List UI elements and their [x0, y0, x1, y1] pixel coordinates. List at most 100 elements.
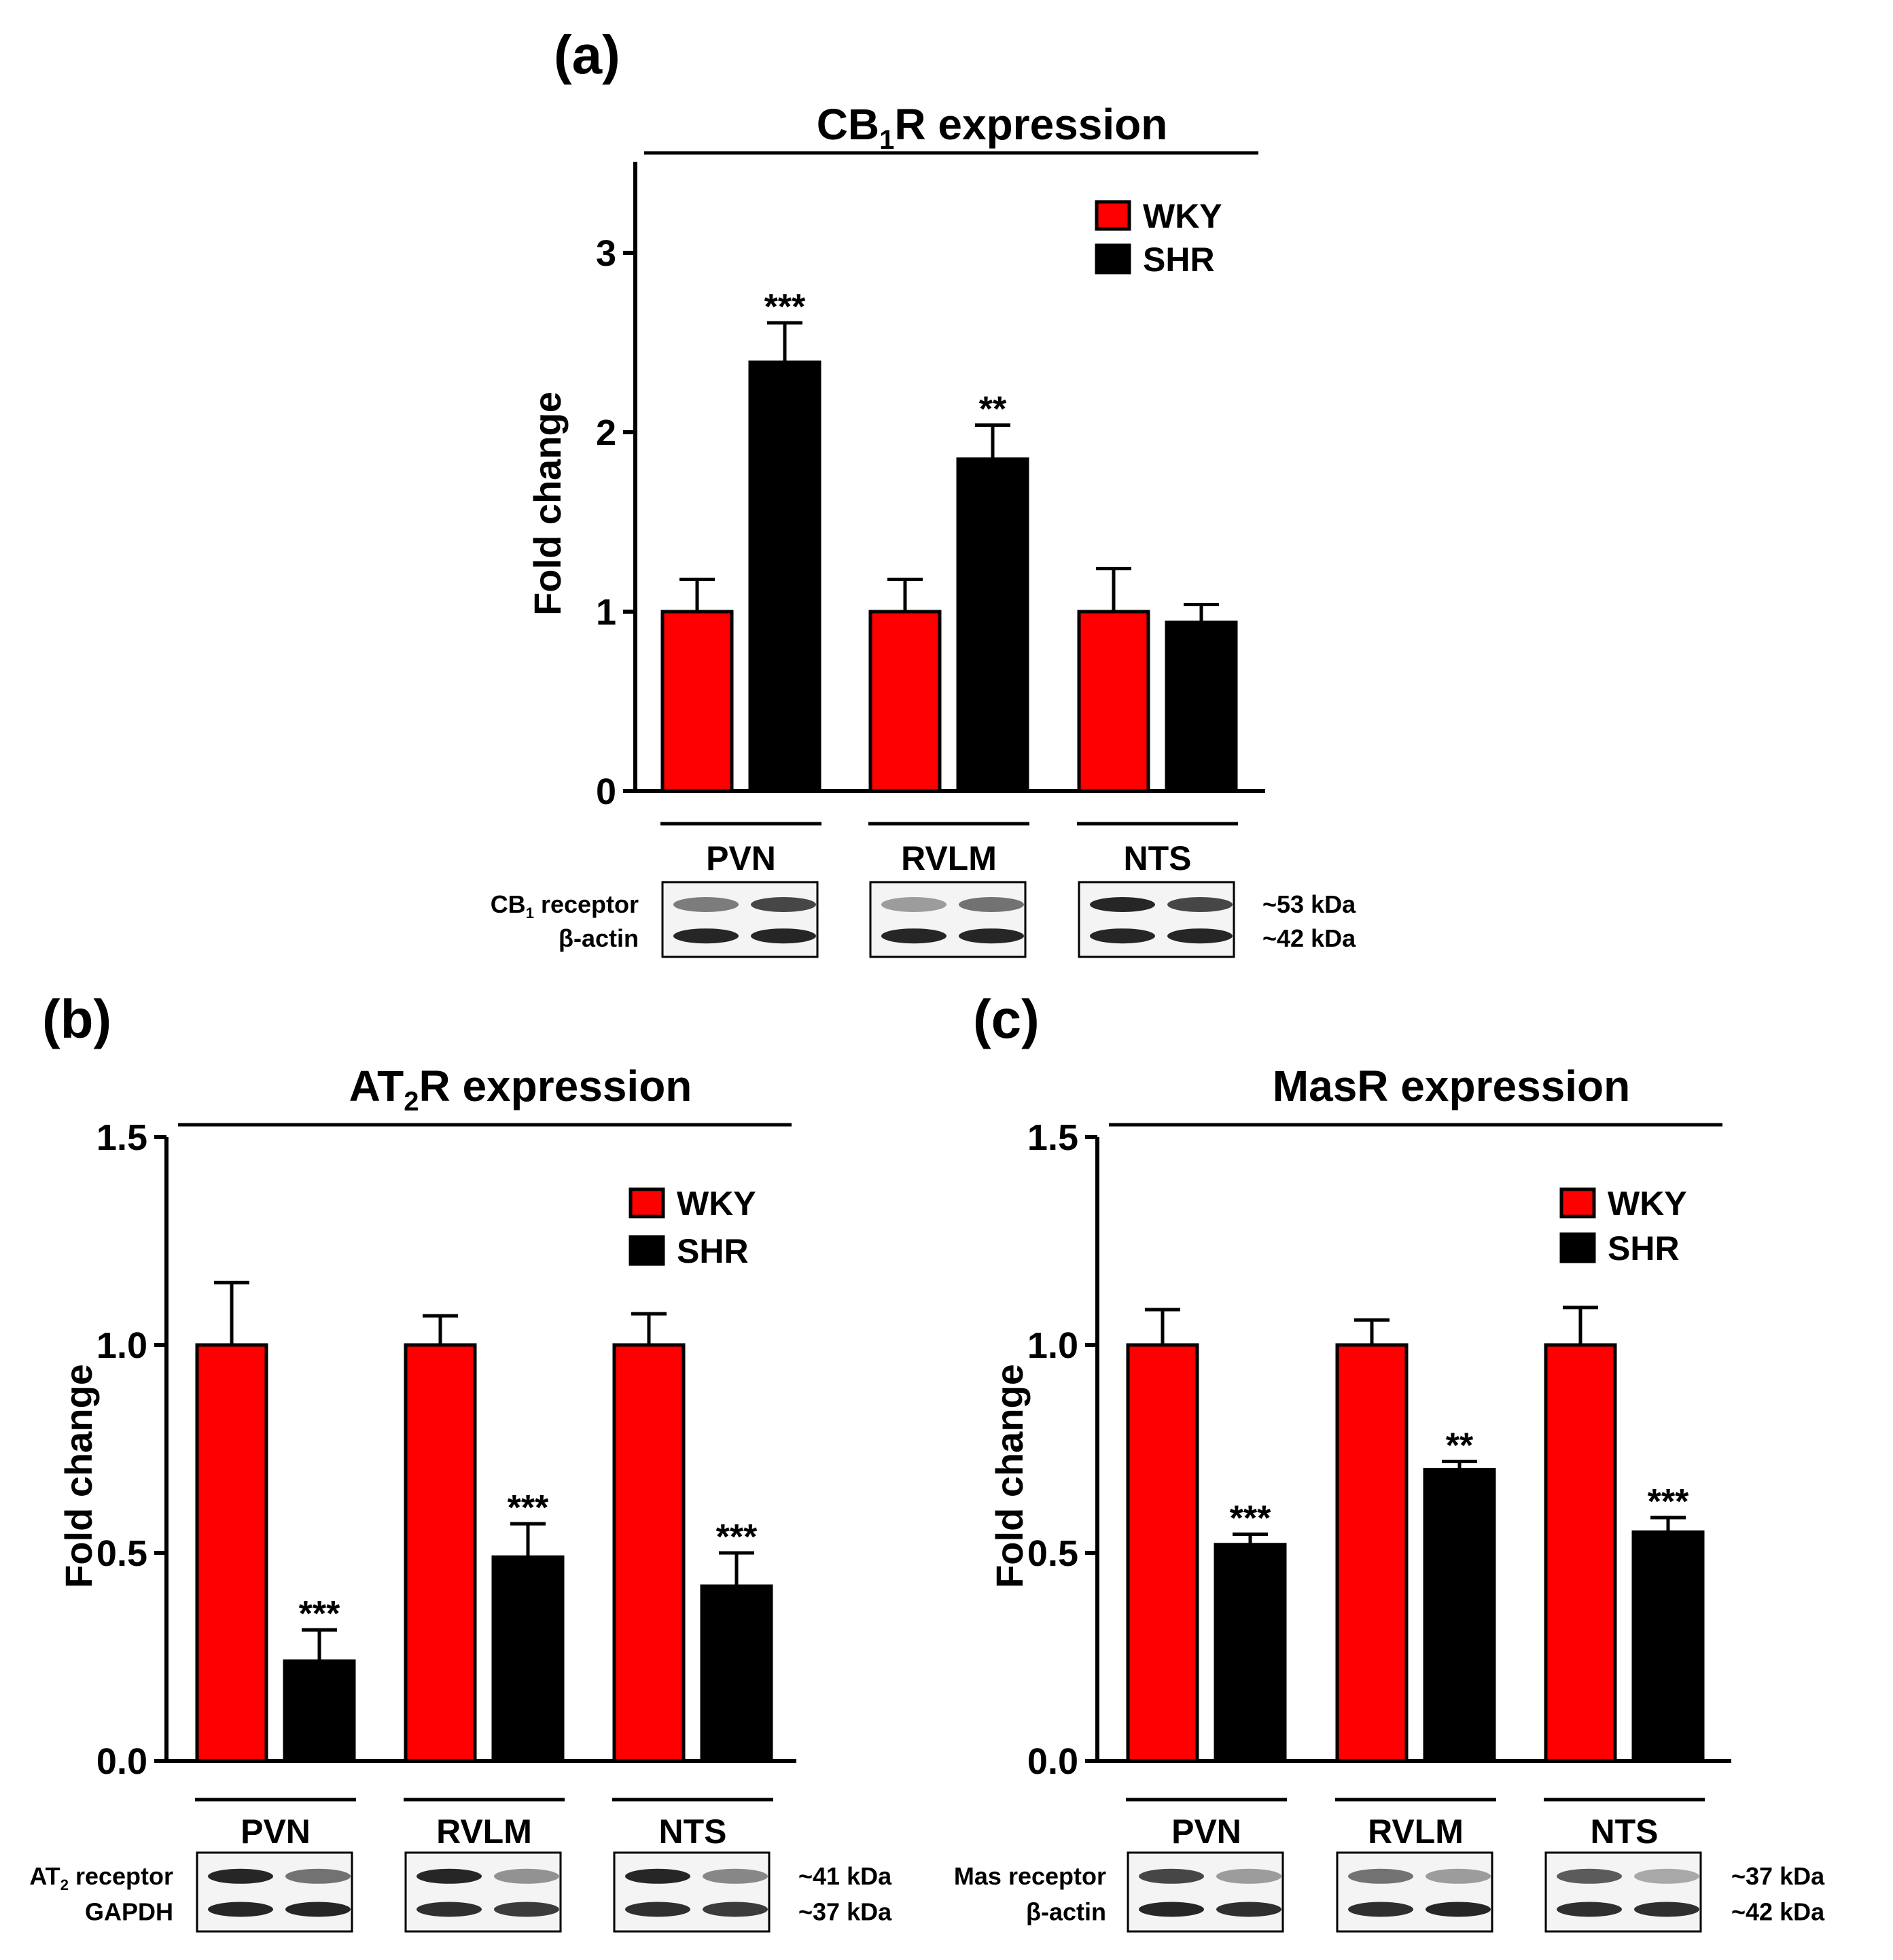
y-tick-label: 0.0 [1027, 1741, 1078, 1782]
legend-label-wky: WKY [677, 1185, 756, 1223]
bar-wky-pvn [195, 1343, 268, 1763]
blot-label-loading: β-actin [559, 924, 639, 952]
panel-label: (c) [973, 989, 1040, 1049]
blot-band [959, 928, 1024, 944]
blot-band [751, 928, 816, 944]
blot-box [1078, 881, 1235, 958]
significance-label: *** [1230, 1499, 1271, 1538]
blot-label-loading: GAPDH [85, 1898, 173, 1926]
y-axis-label: Fold change [526, 391, 569, 616]
bar-wky-nts [1544, 1343, 1617, 1763]
legend-label-wky: WKY [1143, 197, 1222, 235]
bar-wky-nts [612, 1343, 686, 1763]
legend-label-shr: SHR [1143, 241, 1215, 279]
y-tick-label: 0.0 [96, 1741, 147, 1782]
chart-title: MasR expression [1273, 1062, 1630, 1110]
panel-a: (a) CB1R expression 0 1 2 3 Fold change *** PVN *… [491, 24, 1356, 958]
y-axis-label: Fold change [988, 1364, 1031, 1588]
blot-band [1216, 1902, 1281, 1917]
blot-band [1139, 1902, 1204, 1917]
bar-wky-pvn [1126, 1343, 1199, 1763]
category-label-pvn: PVN [706, 839, 776, 877]
blot-label-target: Mas receptor [954, 1862, 1106, 1890]
blot-band [285, 1902, 351, 1917]
bar-wky-pvn [660, 610, 734, 793]
y-tick-label: 1 [596, 592, 616, 633]
y-tick-label: 0 [596, 771, 616, 812]
blot-band [208, 1902, 273, 1917]
blot-band [703, 1868, 768, 1884]
y-tick-label: 1.5 [96, 1117, 147, 1158]
blot-band [703, 1902, 768, 1917]
y-tick-label: 1.5 [1027, 1117, 1078, 1158]
y-tick-label: 0.5 [96, 1533, 147, 1574]
blot-band [1216, 1868, 1281, 1884]
blot-mw-loading: ~42 kDa [1731, 1898, 1825, 1926]
legend-swatch-wky [1095, 200, 1131, 231]
blot-band [417, 1902, 482, 1917]
category-label-nts: NTS [659, 1813, 727, 1851]
legend-swatch-wky [629, 1187, 665, 1219]
bar-shr-pvn [1214, 1543, 1287, 1763]
blot-band [625, 1902, 690, 1917]
blot-band [1167, 897, 1233, 912]
blot-band [1139, 1868, 1204, 1884]
blot-box [404, 1851, 562, 1933]
blot-box [1336, 1851, 1493, 1933]
significance-label: *** [764, 287, 806, 327]
blot-band [417, 1868, 482, 1884]
bar-wky-rvlm [404, 1343, 477, 1763]
blot-band [1167, 928, 1233, 944]
blot-band [1557, 1902, 1622, 1917]
y-tick-label: 1.0 [96, 1325, 147, 1366]
legend-label-shr: SHR [1608, 1229, 1680, 1267]
blot-mw-loading: ~37 kDa [798, 1898, 892, 1926]
panel-label: (b) [42, 989, 111, 1049]
category-label-pvn: PVN [241, 1813, 311, 1851]
blot-label-loading: β-actin [1026, 1898, 1106, 1926]
y-tick-label: 0.5 [1027, 1533, 1078, 1574]
blot-mw-target: ~37 kDa [1731, 1862, 1825, 1890]
blot-band [673, 928, 739, 944]
y-tick-label: 3 [596, 233, 616, 274]
blot-box [196, 1851, 353, 1933]
legend-label-wky: WKY [1608, 1185, 1687, 1223]
significance-label: ** [979, 389, 1007, 429]
blot-band [1348, 1902, 1413, 1917]
blot-band [1634, 1902, 1699, 1917]
bar-shr-nts [700, 1584, 773, 1763]
bar-shr-nts [1165, 620, 1238, 793]
bar-shr-rvlm [491, 1555, 565, 1763]
bar-shr-nts [1631, 1530, 1705, 1763]
blot-box [869, 881, 1027, 958]
blot-band [673, 897, 739, 912]
chart-title: CB1R expression [817, 100, 1168, 155]
blot-label-target: AT2 receptor [29, 1862, 173, 1893]
blot-band [1634, 1868, 1699, 1884]
blot-band [881, 928, 947, 944]
blot-band [494, 1868, 559, 1884]
bar-wky-rvlm [1335, 1343, 1409, 1763]
blot-box [613, 1851, 771, 1933]
blot-band [625, 1868, 690, 1884]
legend-swatch-shr [1559, 1232, 1596, 1263]
blot-box [1127, 1851, 1284, 1933]
category-label-rvlm: RVLM [436, 1813, 532, 1851]
y-tick-label: 2 [596, 413, 616, 453]
blot-band [1348, 1868, 1413, 1884]
category-label-nts: NTS [1124, 839, 1192, 877]
category-label-pvn: PVN [1171, 1813, 1241, 1851]
bar-shr-pvn [283, 1659, 356, 1763]
blot-mw-target: ~41 kDa [798, 1862, 892, 1890]
blot-label-target: CB1 receptor [491, 890, 639, 922]
y-axis-label: Fold change [57, 1364, 100, 1588]
blot-band [881, 897, 947, 912]
blot-band [1426, 1902, 1491, 1917]
category-label-rvlm: RVLM [1368, 1813, 1464, 1851]
category-label-nts: NTS [1591, 1813, 1659, 1851]
blot-box [661, 881, 819, 958]
significance-label: *** [1648, 1482, 1689, 1522]
blot-band [959, 897, 1024, 912]
bar-shr-rvlm [1423, 1468, 1496, 1763]
